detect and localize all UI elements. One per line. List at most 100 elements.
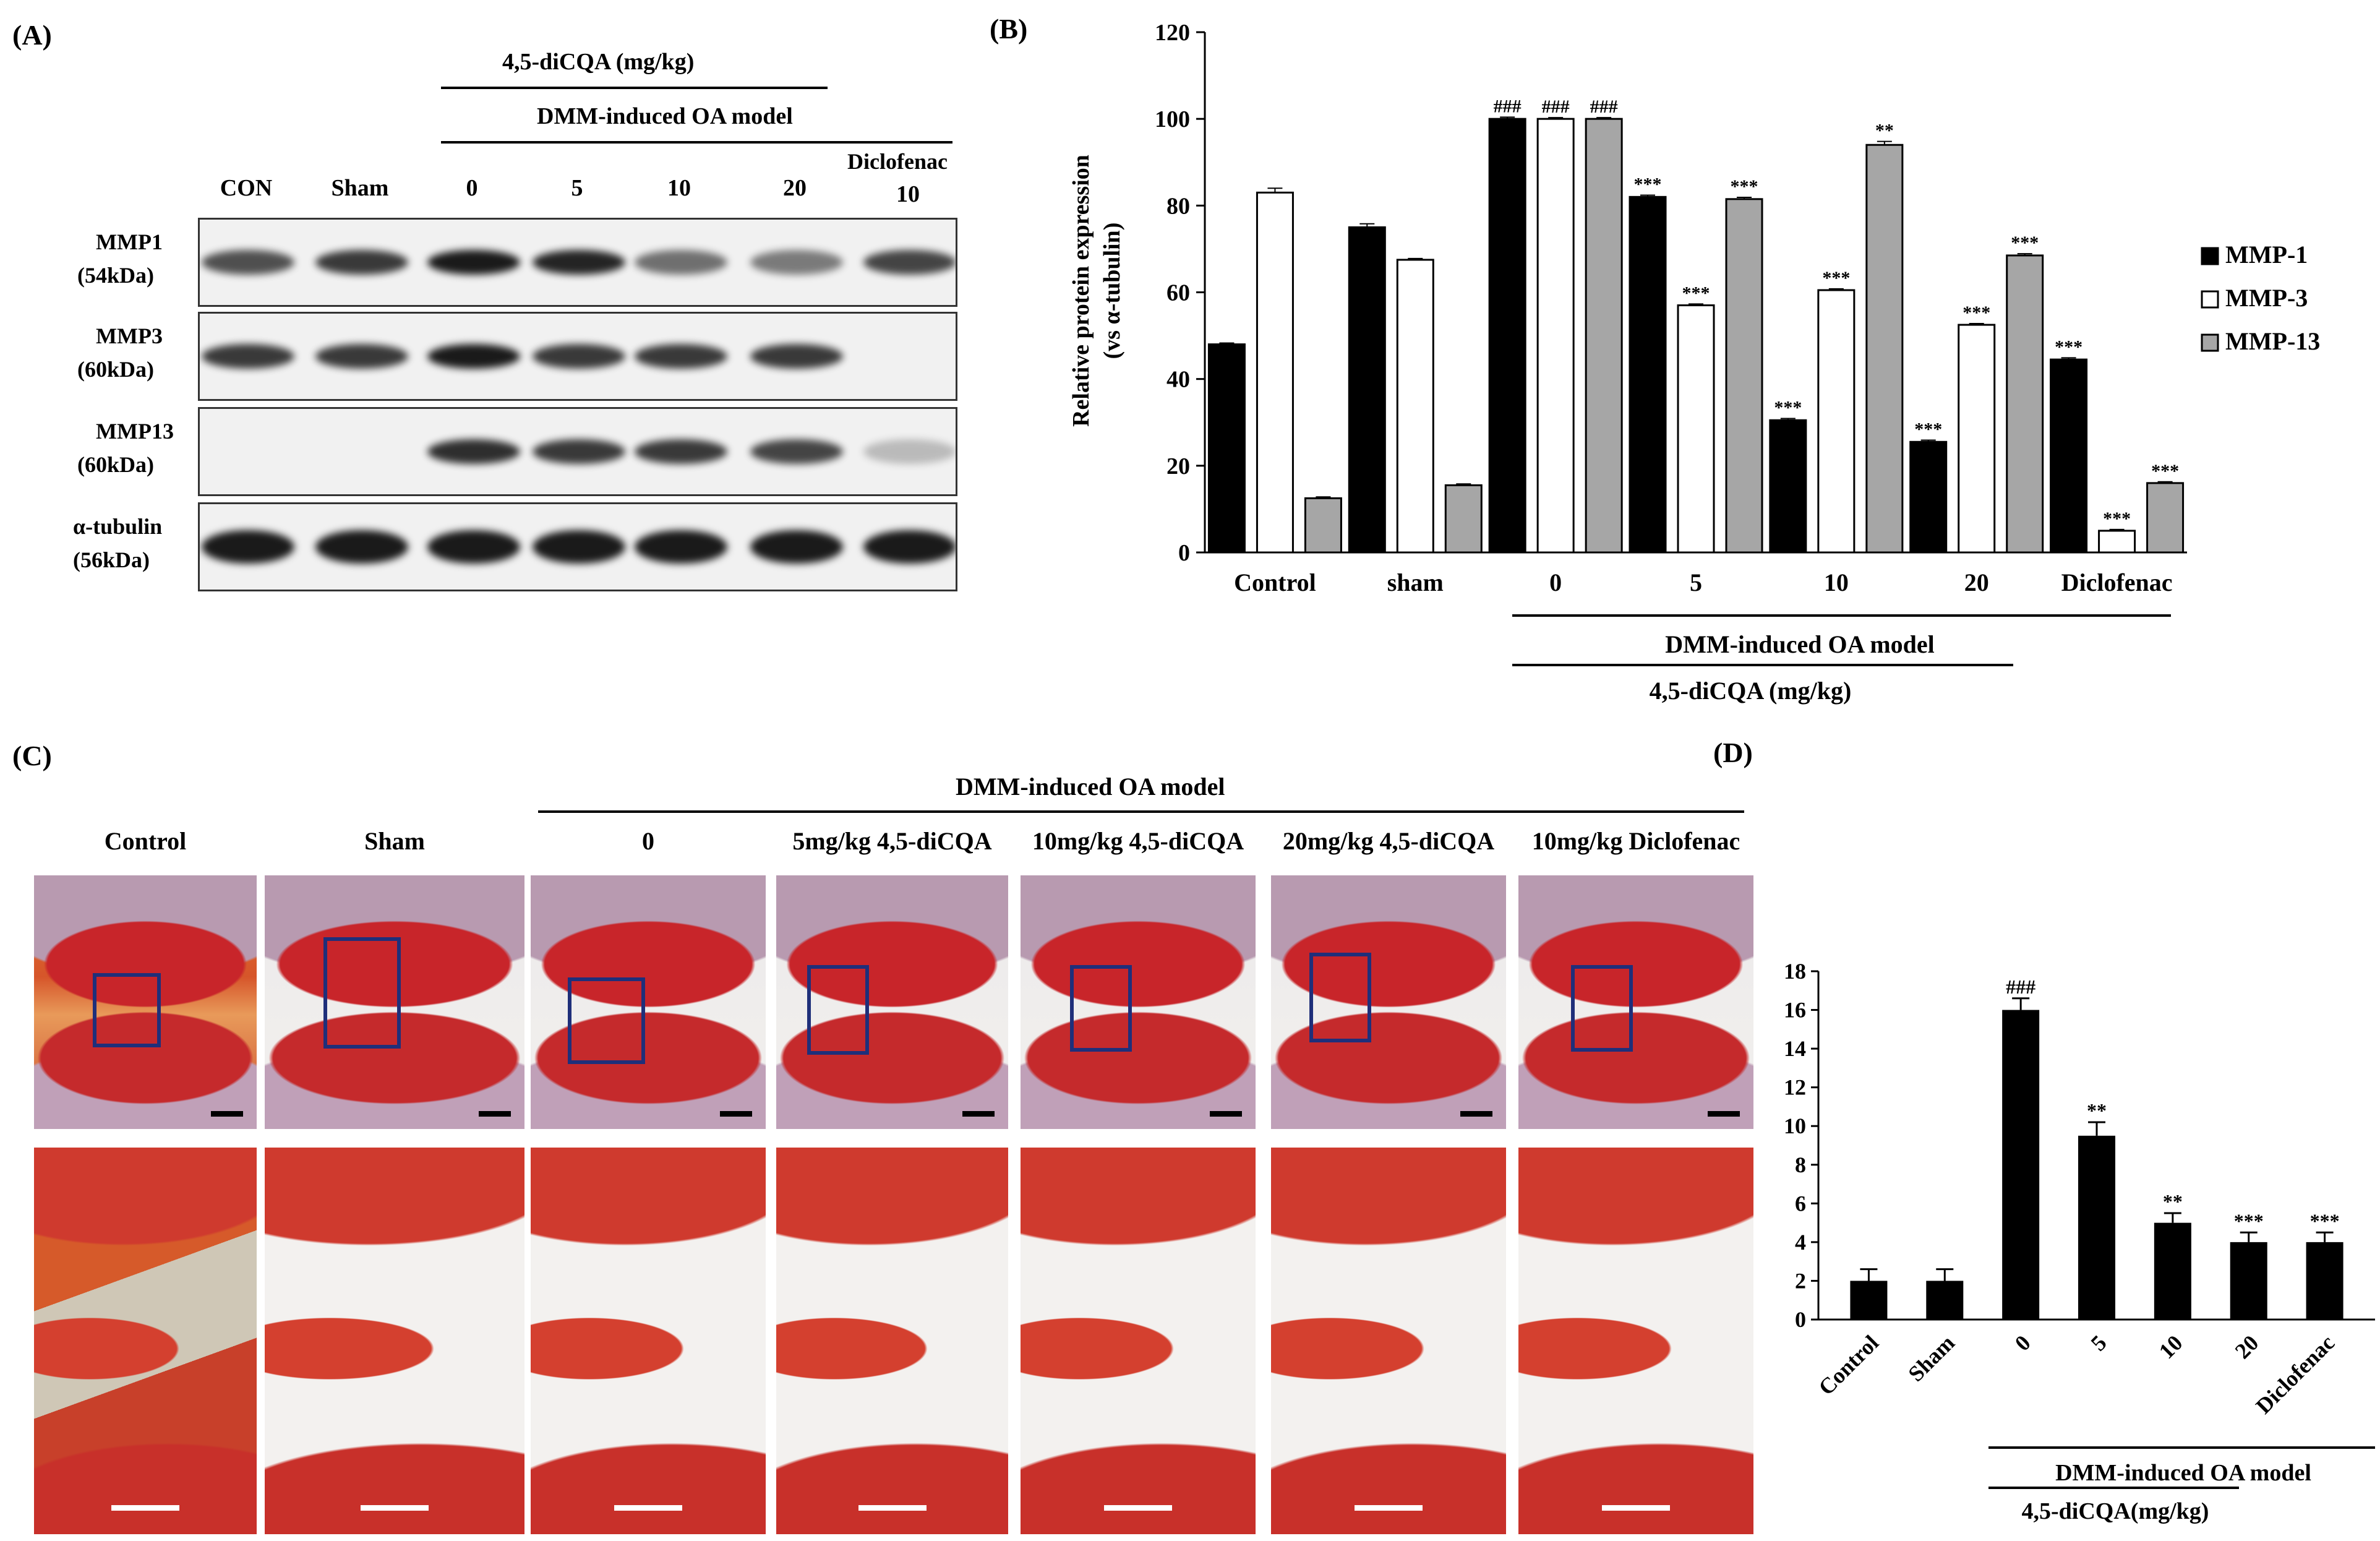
chart-d-x-label: Sham [1903,1330,1959,1386]
chart-d-y-tick-label: 18 [1784,959,1806,984]
chart-b-legend-label: MMP-13 [2225,327,2320,355]
chart-b-x-label: 5 [1690,569,1702,596]
blot-band [533,439,625,464]
chart-d-significance: ### [2006,976,2035,998]
chart-b-significance: *** [2011,233,2039,253]
histology-column-label: Control [104,827,187,855]
blot-row-name: α-tubulin [73,514,163,539]
chart-b-y-tick-label: 100 [1155,106,1190,132]
blot-lane-label: CON [220,175,273,201]
histology-overview-image [265,875,524,1129]
chart-d-x-label: Control [1813,1330,1883,1400]
chart-d-bar [2078,1135,2115,1320]
histology-column-label: Sham [364,827,425,855]
blot-group-bottom-label: DMM-induced OA model [537,103,793,129]
chart-d-x-label: 5 [2086,1330,2112,1355]
blot-band [533,344,625,369]
chart-d-significance: ** [2087,1099,2107,1122]
chart-b-significance: *** [1682,283,1710,303]
chart-d-x-label: 20 [2230,1330,2264,1363]
blot-row-kda: (54kDa) [77,263,154,288]
chart-b-y-tick-label: 40 [1166,367,1190,393]
chart-b-significance: *** [1914,419,1942,439]
chart-d-x-label: 0 [2010,1330,2035,1355]
blot-row-name: MMP13 [96,419,174,444]
blot-band [315,250,408,275]
blot-row-kda: (60kDa) [77,357,154,382]
chart-b-x-label: Control [1234,569,1316,596]
scale-bar [479,1111,511,1117]
blot-band [863,250,956,275]
chart-b-legend-swatch [2201,333,2219,352]
chart-d-bar [1926,1281,1964,1320]
blot-group-bottom-line [441,141,952,144]
chart-b-significance: *** [1963,303,1990,323]
blot-band [635,344,727,369]
chart-b-x-labels: Control sham 0 5 10 20 Diclofenac [1234,569,2172,596]
blot-band [533,250,625,275]
histology-zoom-image [531,1148,766,1534]
chart-b-significance: *** [1731,176,1758,197]
scale-bar [1602,1505,1670,1511]
blot-band [427,439,520,464]
blot-band [750,344,843,369]
scale-bar [1210,1111,1242,1117]
chart-b-x-label: 10 [1824,569,1849,596]
blot-lane-label: 5 [571,175,583,201]
chart-d-y-tick-label: 2 [1795,1268,1806,1293]
chart-b-bar [1677,304,1715,554]
chart-b-significance: *** [1822,268,1850,288]
chart-b-significance: *** [1634,174,1662,195]
blot-strip [198,407,957,496]
chart-b-bar [1256,191,1294,554]
chart-d-group-label-2: 4,5-diCQA(mg/kg) [2022,1498,2209,1524]
panel-b-label: (B) [990,13,1028,45]
chart-b-x-label: 20 [1964,569,1989,596]
blot-band [202,530,294,564]
chart-d-group-label-1: DMM-induced OA model [2055,1460,2311,1486]
roi-box [1070,965,1132,1052]
chart-d-significance: ** [2163,1190,2183,1213]
blot-strip [198,502,957,591]
chart-b-y-tick-label: 0 [1178,540,1190,566]
scale-bar [962,1111,995,1117]
chart-b-ylabel-line2: (vs α-tubulin) [1099,223,1125,359]
chart-b-y-tick-label: 20 [1166,453,1190,479]
chart-b-ylabel-line1: Relative protein expression [1068,155,1094,427]
chart-b-bar [2146,482,2185,554]
chart-b-significance: *** [2151,461,2179,481]
blot-group-top-line [441,87,828,89]
chart-b-bar [1769,419,1807,554]
chart-b-significance: *** [1774,397,1802,418]
chart-b-legend-label: MMP-3 [2225,284,2308,312]
chart-d-bar [2154,1222,2191,1320]
chart-d-y-tick-label: 0 [1795,1307,1806,1332]
histology-overview-image [1518,875,1753,1129]
histology-column-label: 5mg/kg 4,5-diCQA [792,827,992,855]
chart-d-bar [2230,1242,2267,1320]
blot-band [635,439,727,464]
histology-zoom-image [1518,1148,1753,1534]
chart-b-bar [1725,198,1763,554]
chart-b-significance: ### [1494,96,1522,116]
blot-row-name: MMP3 [96,324,163,348]
blot-diclofenac-label: Diclofenac [847,149,948,174]
histology-zoom-image [776,1148,1008,1534]
histology-header-line [538,810,1744,813]
chart-d-y-tick-label: 12 [1784,1075,1806,1100]
chart-b-bar [1396,259,1434,554]
chart-d-y-tick-label: 16 [1784,998,1806,1023]
histology-column-label: 20mg/kg 4,5-diCQA [1282,827,1495,855]
chart-b-x-label: Diclofenac [2061,569,2173,596]
roi-box [807,965,869,1055]
blot-band [427,250,520,275]
chart-b-significance: ** [1875,121,1894,141]
blot-band [202,344,294,369]
blot-band [315,530,408,564]
blot-band [315,344,408,369]
scale-bar [1104,1505,1172,1511]
chart-b-group-label-1: DMM-induced OA model [1665,630,1935,658]
histology-overview-image [34,875,257,1129]
chart-b-legend-swatch [2201,290,2219,309]
blot-lane-label: 10 [896,181,920,207]
